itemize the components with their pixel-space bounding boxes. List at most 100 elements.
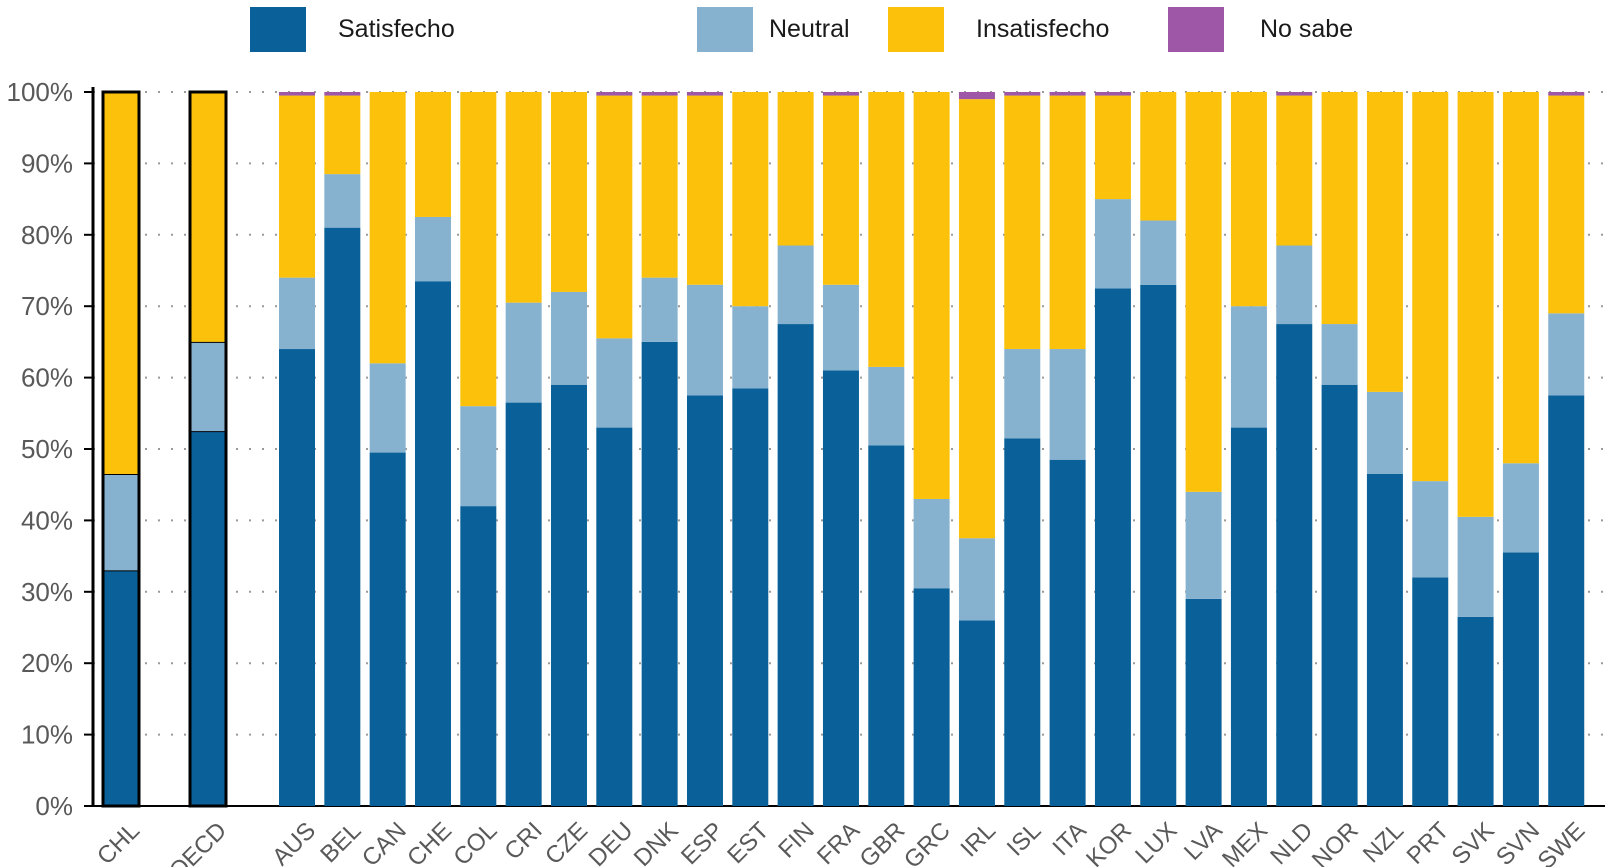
bar-segment-insatisfecho [1502, 92, 1539, 464]
y-tick-label: 60% [21, 363, 73, 393]
bar-segment-neutral [1004, 349, 1041, 439]
legend-label-neutral: Neutral [769, 14, 850, 43]
x-tick-label: MEX [1217, 817, 1273, 867]
bar-svk [1457, 92, 1494, 806]
bar-segment-no-sabe [958, 92, 995, 100]
legend-item-neutral: Neutral [697, 6, 850, 52]
bar-esp [686, 92, 723, 806]
x-tick-label: DEU [584, 817, 639, 867]
x-tick-label: OECD [164, 817, 232, 867]
bar-segment-insatisfecho [596, 95, 633, 339]
bar-segment-neutral [1049, 349, 1086, 460]
legend-swatch-no-sabe [1168, 6, 1224, 52]
bar-dnk [641, 92, 678, 806]
x-tick-label: EST [722, 817, 774, 867]
bar-segment-insatisfecho [505, 92, 542, 303]
bar-fin [777, 92, 814, 806]
bar-segment-satisfecho [868, 445, 905, 806]
bar-segment-insatisfecho [868, 92, 905, 367]
bar-segment-no-sabe [1049, 92, 1086, 96]
bar-segment-satisfecho [279, 349, 315, 806]
bar-segment-insatisfecho [1457, 92, 1494, 517]
bar-can [369, 92, 406, 806]
bar-segment-satisfecho [641, 341, 678, 806]
bar-segment-insatisfecho [190, 92, 226, 342]
bar-segment-no-sabe [686, 92, 723, 96]
bar-segment-neutral [1366, 391, 1403, 474]
x-tick-label: FIN [773, 817, 819, 863]
bar-segment-insatisfecho [822, 95, 859, 285]
bar-est [732, 92, 769, 806]
bar-segment-satisfecho [190, 431, 226, 806]
y-tick-label: 0% [35, 791, 73, 821]
bar-segment-satisfecho [777, 324, 814, 806]
bar-segment-neutral [1140, 220, 1177, 285]
bar-segment-neutral [596, 338, 633, 428]
bar-segment-no-sabe [1094, 92, 1131, 96]
bar-segment-neutral [324, 174, 361, 228]
bar-segment-insatisfecho [641, 95, 678, 278]
bar-segment-satisfecho [958, 620, 995, 806]
bar-segment-no-sabe [822, 92, 859, 96]
y-tick-label: 30% [21, 577, 73, 607]
bar-bel [324, 92, 361, 806]
y-tick-label: 80% [21, 220, 73, 250]
bar-segment-neutral [641, 277, 678, 342]
bar-segment-satisfecho [1457, 616, 1494, 806]
x-tick-label: ISL [1002, 817, 1047, 862]
bar-segment-satisfecho [324, 227, 361, 806]
bar-isl [1004, 92, 1041, 806]
y-tick-label: 40% [21, 505, 73, 535]
bar-segment-insatisfecho [1412, 92, 1449, 482]
bar-segment-insatisfecho [777, 92, 814, 246]
bar-segment-satisfecho [103, 570, 139, 806]
bar-segment-satisfecho [1185, 598, 1222, 806]
bar-irl [958, 92, 995, 806]
bar-segment-neutral [1230, 306, 1267, 428]
bar-segment-insatisfecho [1185, 92, 1222, 492]
bar-segment-neutral [1276, 245, 1313, 325]
legend-label-insatisfecho: Insatisfecho [976, 14, 1110, 43]
bar-segment-neutral [369, 363, 406, 453]
legend-swatch-satisfecho [250, 6, 306, 52]
legend-label-no-sabe: No sabe [1260, 14, 1354, 43]
bar-segment-insatisfecho [1140, 92, 1177, 221]
bar-grc [913, 92, 950, 806]
bar-segment-insatisfecho [913, 92, 950, 499]
bar-segment-satisfecho [1366, 473, 1403, 806]
y-tick-label: 20% [21, 648, 73, 678]
bar-segment-neutral [460, 406, 497, 507]
bar-segment-satisfecho [686, 395, 723, 806]
x-tick-label: COL [448, 817, 502, 867]
bar-segment-neutral [1548, 313, 1585, 396]
legend: Satisfecho Neutral Insatisfecho No sabe [0, 6, 1620, 56]
legend-item-insatisfecho: Insatisfecho [888, 6, 1109, 52]
x-tick-label: IRL [956, 817, 1002, 863]
bar-segment-neutral [822, 284, 859, 371]
bar-segment-satisfecho [1140, 284, 1177, 806]
bar-segment-neutral [1457, 516, 1494, 617]
x-tick-label: AUS [267, 817, 321, 867]
x-tick-label: CHE [402, 817, 457, 867]
bar-segment-satisfecho [1412, 577, 1449, 806]
bar-segment-neutral [1321, 324, 1358, 385]
bar-segment-insatisfecho [1366, 92, 1403, 392]
x-tick-label: CZE [540, 817, 593, 867]
bar-nzl [1366, 92, 1403, 806]
bar-segment-neutral [414, 216, 451, 282]
bar-cri [505, 92, 542, 806]
bar-segment-no-sabe [596, 92, 633, 96]
x-tick-label: CAN [357, 817, 412, 867]
x-tick-label: NOR [1307, 817, 1364, 867]
bar-segment-satisfecho [505, 402, 542, 806]
bar-segment-neutral [732, 306, 769, 389]
bar-fra [822, 92, 859, 806]
bar-segment-satisfecho [369, 452, 406, 806]
x-tick-label: GRC [899, 817, 956, 867]
x-tick-label: BEL [315, 817, 366, 867]
bar-segment-satisfecho [1548, 395, 1585, 806]
bar-segment-insatisfecho [279, 95, 315, 278]
bar-svn [1502, 92, 1539, 806]
y-tick-label: 100% [7, 77, 74, 107]
